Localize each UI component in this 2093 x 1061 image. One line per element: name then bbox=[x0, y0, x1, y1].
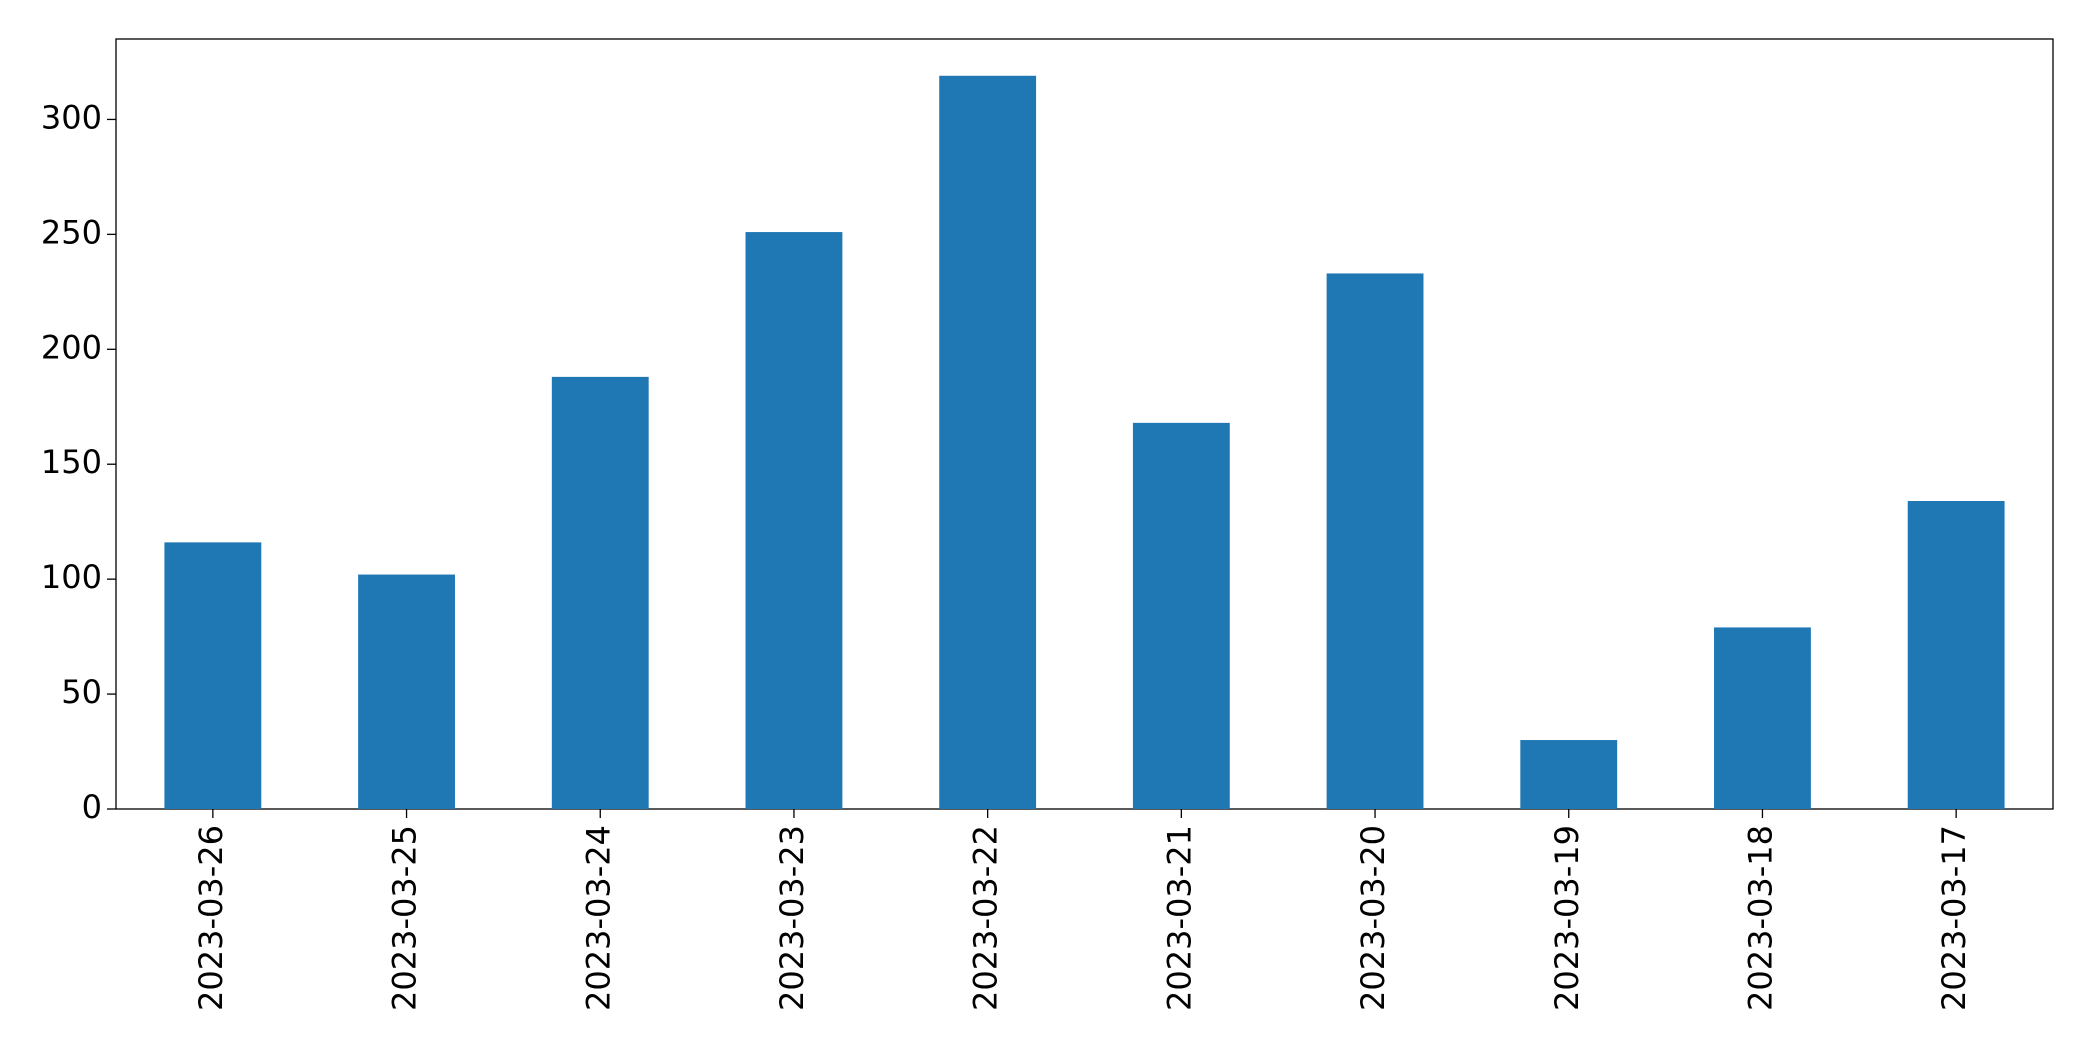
bar bbox=[1132, 422, 1230, 809]
bar bbox=[1326, 273, 1424, 809]
y-tick-label: 200 bbox=[41, 328, 102, 366]
y-tick-label: 0 bbox=[82, 788, 102, 826]
bar bbox=[745, 232, 843, 809]
x-tick-label: 2023-03-17 bbox=[1935, 825, 1973, 1011]
y-tick-label: 150 bbox=[41, 443, 102, 481]
bar bbox=[1714, 627, 1811, 809]
plot-frame bbox=[115, 38, 2054, 810]
x-tick-label: 2023-03-23 bbox=[773, 825, 811, 1011]
bar bbox=[358, 574, 455, 809]
y-tick-label: 300 bbox=[41, 98, 102, 136]
bar bbox=[164, 542, 262, 809]
x-tick-label: 2023-03-22 bbox=[967, 825, 1005, 1011]
y-tick-label: 100 bbox=[41, 558, 102, 596]
bar bbox=[1907, 501, 2005, 809]
x-tick-label: 2023-03-20 bbox=[1354, 825, 1392, 1011]
bar bbox=[1520, 740, 1618, 809]
y-tick-label: 250 bbox=[41, 213, 102, 251]
x-tick-label: 2023-03-25 bbox=[386, 825, 424, 1011]
x-tick-label: 2023-03-26 bbox=[192, 825, 230, 1011]
x-tick-label: 2023-03-24 bbox=[579, 825, 617, 1011]
bar bbox=[551, 376, 649, 809]
y-tick-label: 50 bbox=[61, 673, 102, 711]
x-tick-label: 2023-03-21 bbox=[1160, 825, 1198, 1011]
bar bbox=[939, 75, 1037, 809]
x-tick-label: 2023-03-19 bbox=[1548, 825, 1586, 1011]
x-tick-label: 2023-03-18 bbox=[1741, 825, 1779, 1011]
